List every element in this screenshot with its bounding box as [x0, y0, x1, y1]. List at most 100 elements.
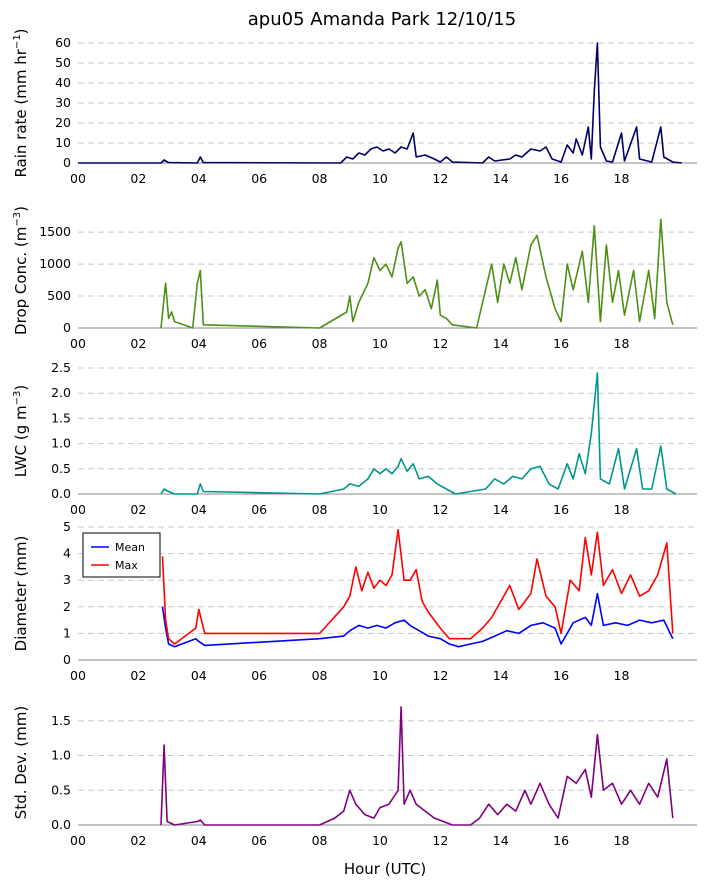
y-tick-label: 0 [63, 155, 71, 170]
x-tick-label: 00 [70, 171, 86, 186]
x-tick-label: 00 [70, 833, 86, 848]
y-axis-label-main: Rain rate (mm hr [12, 48, 30, 177]
x-tick-label: 12 [432, 833, 448, 848]
y-axis-label: LWC (g m−3) [12, 385, 30, 477]
x-tick-label: 10 [372, 668, 388, 683]
series-line-mean [161, 592, 674, 648]
legend-box [82, 532, 161, 578]
y-tick-label: 0.5 [51, 782, 71, 797]
y-tick-label: 2.5 [51, 360, 71, 375]
x-tick-label: 08 [312, 833, 328, 848]
x-tick-label: 06 [251, 336, 267, 351]
x-tick-label: 02 [130, 833, 146, 848]
x-tick-label: 14 [493, 336, 509, 351]
y-axis-label-end: ) [12, 385, 30, 391]
x-tick-label: 14 [493, 833, 509, 848]
y-axis-label-main: Drop Conc. (m [12, 227, 30, 335]
y-tick-label: 0 [63, 652, 71, 667]
x-tick-label: 18 [614, 668, 630, 683]
x-tick-label: 16 [553, 502, 569, 517]
y-axis-label: Rain rate (mm hr−1) [12, 28, 30, 177]
x-tick-label: 08 [312, 668, 328, 683]
y-axis-label: Diameter (mm) [12, 536, 30, 652]
x-tick-label: 12 [432, 336, 448, 351]
x-tick-label: 02 [130, 502, 146, 517]
y-axis-label: Drop Conc. (m−3) [12, 206, 30, 335]
y-tick-label: 4 [63, 546, 71, 561]
legend: Mean Max [82, 532, 161, 578]
x-tick-label: 14 [493, 171, 509, 186]
x-tick-label: 16 [553, 833, 569, 848]
figure-title: apu05 Amanda Park 12/10/15 [248, 9, 516, 30]
x-axis-label: Hour (UTC) [344, 860, 426, 878]
x-tick-label: 04 [191, 502, 207, 517]
y-tick-label: 10 [55, 135, 71, 150]
panel-1: 0 10 20 30 40 50 60 00 02 04 06 08 10 12 14 16 18 Rain ra… [12, 28, 697, 186]
series-line-max [161, 528, 674, 645]
x-tick-label: 00 [70, 336, 86, 351]
x-tick-label: 10 [372, 502, 388, 517]
y-tick-label: 20 [55, 115, 71, 130]
panel-2: 0 500 1000 1500 00 02 04 06 08 10 12 14 16 18 Drop Con… [12, 206, 697, 351]
y-tick-label: 60 [55, 35, 71, 50]
y-tick-label: 1.5 [51, 713, 71, 728]
x-tick-label: 02 [130, 336, 146, 351]
y-tick-label: 1.5 [51, 410, 71, 425]
panel-5: 0.0 0.5 1.0 1.5 00 02 04 06 08 10 12 14 16 18 Std. Dev… [12, 706, 697, 848]
legend-entry-max: Max [115, 559, 138, 572]
y-tick-label: 30 [55, 95, 71, 110]
y-tick-label: 2 [63, 599, 71, 614]
x-tick-label: 04 [191, 833, 207, 848]
y-axis-label-exponent: −1 [12, 34, 23, 49]
x-tick-label: 06 [251, 502, 267, 517]
x-tick-label: 10 [372, 171, 388, 186]
x-tick-label: 06 [251, 668, 267, 683]
x-tick-label: 02 [130, 171, 146, 186]
y-axis-label-main: Diameter (mm) [12, 536, 30, 652]
x-tick-label: 08 [312, 336, 328, 351]
x-tick-label: 14 [493, 502, 509, 517]
y-tick-label: 0 [63, 320, 71, 335]
legend-entry-mean: Mean [115, 541, 145, 554]
panel-3: 0.0 0.5 1.0 1.5 2.0 2.5 00 02 04 06 08 10 12 14 16 18 LW… [12, 360, 697, 517]
x-tick-label: 16 [553, 336, 569, 351]
y-axis-label-end: ) [12, 28, 30, 34]
y-tick-label: 1.0 [51, 748, 71, 763]
y-tick-label: 40 [55, 75, 71, 90]
y-axis-label-exponent: −3 [12, 212, 23, 227]
x-tick-label: 06 [251, 833, 267, 848]
x-tick-label: 18 [614, 502, 630, 517]
y-axis-label: Std. Dev. (mm) [12, 706, 30, 819]
x-tick-label: 00 [70, 502, 86, 517]
y-tick-label: 0.0 [51, 817, 71, 832]
y-tick-label: 2.0 [51, 385, 71, 400]
y-tick-label: 1000 [39, 256, 71, 271]
y-tick-label: 1.0 [51, 436, 71, 451]
x-tick-label: 18 [614, 833, 630, 848]
y-axis-label-end: ) [12, 206, 30, 212]
x-tick-label: 06 [251, 171, 267, 186]
x-tick-label: 16 [553, 668, 569, 683]
x-tick-label: 00 [70, 668, 86, 683]
y-tick-label: 0.0 [51, 486, 71, 501]
series-line-2 [160, 218, 674, 329]
x-tick-label: 16 [553, 171, 569, 186]
x-tick-label: 04 [191, 336, 207, 351]
x-tick-label: 12 [432, 502, 448, 517]
series-line-3 [160, 372, 677, 495]
y-tick-label: 1 [63, 625, 71, 640]
x-tick-label: 18 [614, 336, 630, 351]
x-tick-label: 14 [493, 668, 509, 683]
y-tick-label: 1500 [39, 224, 71, 239]
x-tick-label: 08 [312, 502, 328, 517]
x-tick-label: 12 [432, 171, 448, 186]
x-tick-label: 18 [614, 171, 630, 186]
x-tick-label: 10 [372, 336, 388, 351]
y-axis-label-exponent: −3 [12, 391, 23, 406]
x-tick-label: 12 [432, 668, 448, 683]
y-axis-label-main: Std. Dev. (mm) [12, 706, 30, 819]
x-tick-label: 10 [372, 833, 388, 848]
x-tick-label: 02 [130, 668, 146, 683]
